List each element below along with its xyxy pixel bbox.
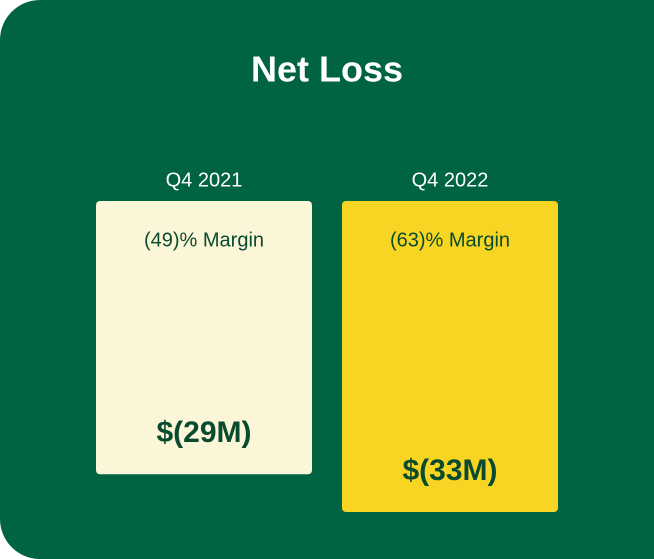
category-label: Q4 2021 [166, 169, 243, 191]
value-label: $(33M) [402, 454, 497, 487]
category-label: Q4 2022 [412, 169, 489, 191]
margin-annotation: (49)% Margin [144, 229, 264, 251]
margin-annotation: (63)% Margin [390, 229, 510, 251]
bar [342, 201, 558, 512]
chart-title: Net Loss [251, 49, 403, 90]
bar [96, 201, 312, 475]
value-label: $(29M) [156, 416, 251, 449]
